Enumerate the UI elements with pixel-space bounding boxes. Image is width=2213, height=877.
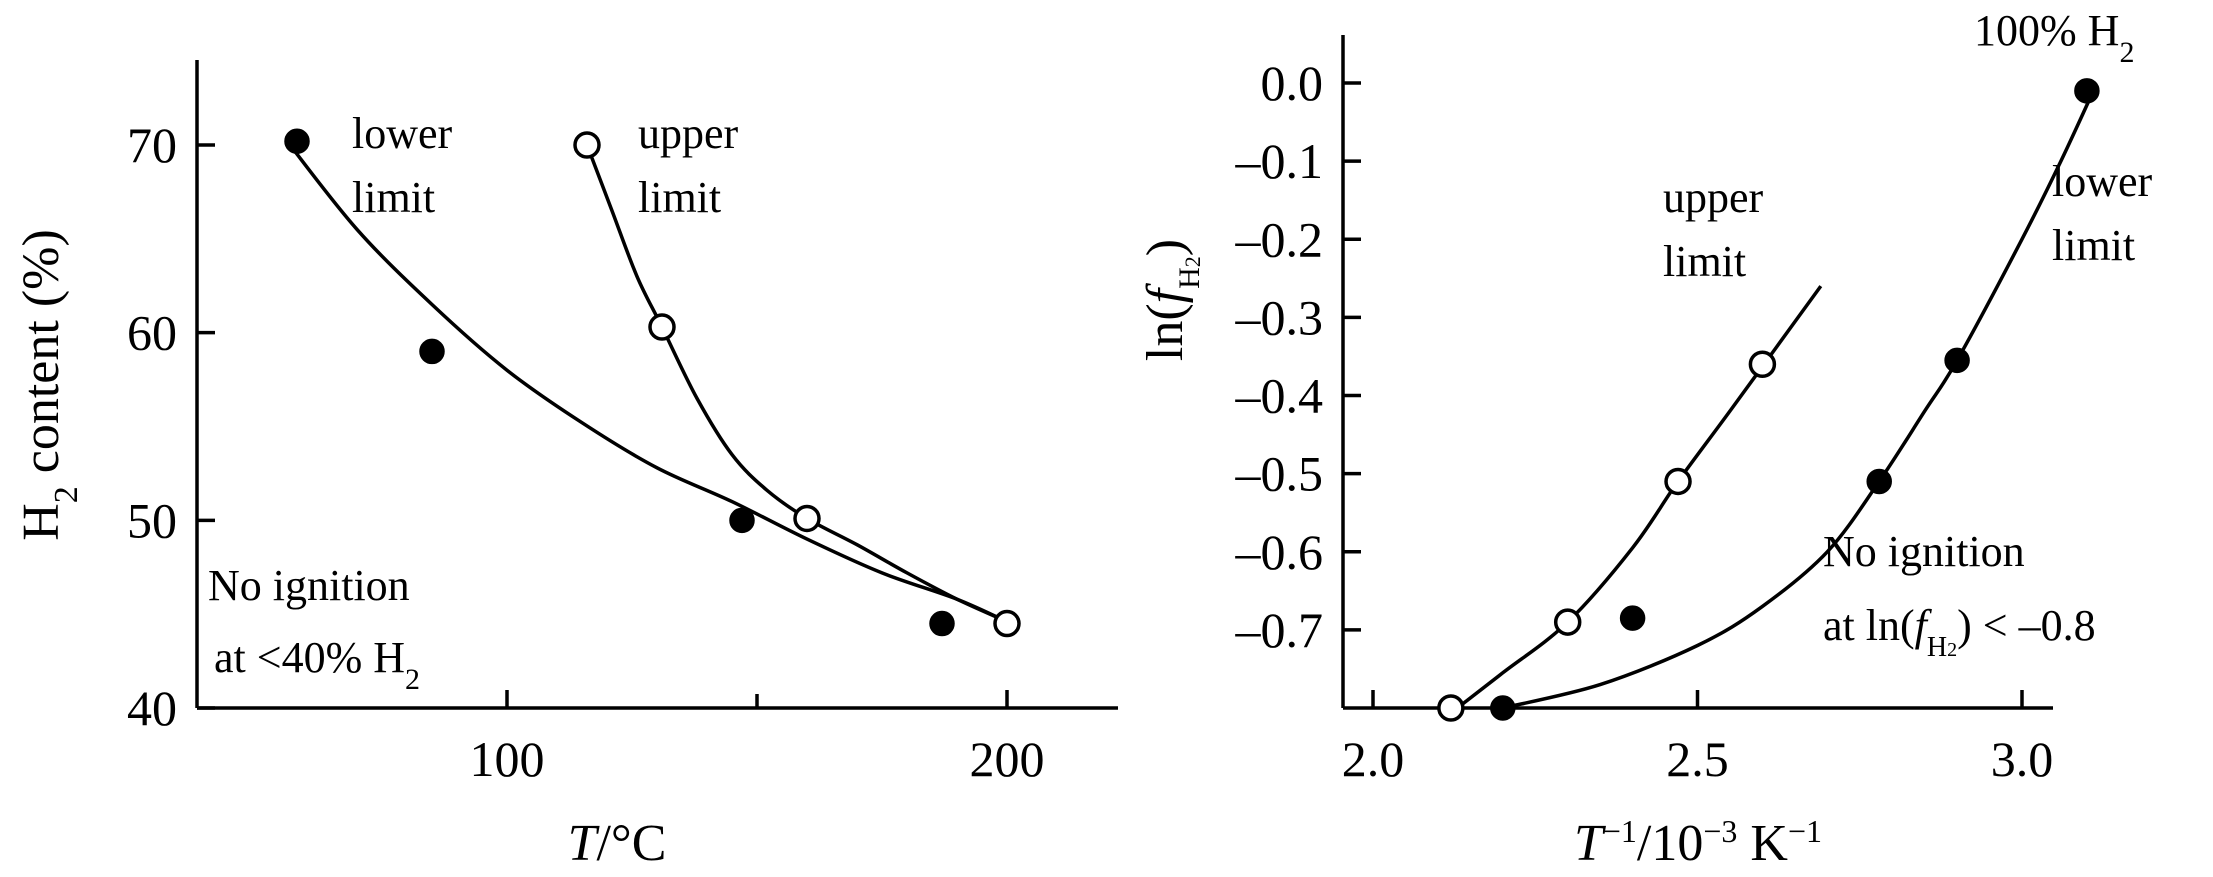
left-lower-limit-point <box>284 128 310 154</box>
right-lower-limit-label-line2: limit <box>2052 221 2135 270</box>
left-ytick-label: 50 <box>127 492 177 548</box>
right-lower-limit-point <box>1944 347 1970 374</box>
right-no-ignition-label-line2: at ln(fH2) < –0.8 <box>1823 601 2096 663</box>
left-x-ticks: 100 200 <box>470 690 1045 787</box>
left-x-axis-label: T/°C <box>568 815 667 872</box>
right-ytick-label: –0.5 <box>1235 446 1324 502</box>
left-upper-limit-point <box>648 313 676 341</box>
right-ytick-label: –0.2 <box>1235 211 1324 267</box>
left-ytick-label: 70 <box>127 117 177 173</box>
right-no-ignition-label-line1: No ignition <box>1823 527 2025 576</box>
left-ytick-label: 60 <box>127 305 177 361</box>
left-lower-limit-point <box>419 338 445 365</box>
left-upper-limit-point <box>573 131 601 159</box>
right-ytick-label: –0.7 <box>1235 602 1324 658</box>
right-x-axis-label: T−1/10−3 K−1 <box>1574 813 1822 872</box>
right-pure-h2-label: 100% H2 <box>1974 6 2134 69</box>
left-upper-limit-label-line2: limit <box>638 173 721 222</box>
left-xtick-label: 100 <box>470 731 545 787</box>
left-upper-limit-point <box>993 609 1021 638</box>
right-y-axis-label: ln(fH2) <box>1137 239 1206 361</box>
left-lower-limit-label-line2: limit <box>352 173 435 222</box>
left-curves <box>285 140 1008 624</box>
right-lower-limit-point <box>1490 695 1516 721</box>
right-lower-limit-point <box>2074 78 2100 104</box>
right-ytick-label: 0.0 <box>1261 55 1324 111</box>
right-ytick-label: –0.3 <box>1235 289 1324 345</box>
left-upper-limit-point <box>793 504 821 533</box>
right-x-ticks: 2.0 2.5 3.0 <box>1342 690 2054 787</box>
left-no-ignition-label-line1: No ignition <box>208 561 410 610</box>
right-ytick-label: –0.1 <box>1235 133 1324 189</box>
right-xtick-label: 3.0 <box>1991 731 2054 787</box>
right-upper-limit-point <box>1437 694 1465 722</box>
right-xtick-label: 2.5 <box>1666 731 1729 787</box>
right-upper-limit-point <box>1664 467 1692 496</box>
right-upper-limit-point <box>1553 608 1582 636</box>
right-ytick-label: –0.4 <box>1235 368 1324 424</box>
right-lower-limit-point <box>1866 468 1892 495</box>
left-xtick-label: 200 <box>970 731 1045 787</box>
left-lower-limit-point <box>929 610 955 637</box>
right-upper-limit-point <box>1748 350 1777 378</box>
right-xtick-label: 2.0 <box>1342 731 1405 787</box>
chart-left-h2-vs-temperature: 40 50 60 70 100 200 H2 content (%) T/°C lowe… <box>13 60 1118 872</box>
left-y-axis-label: H2 content (%) <box>13 229 85 541</box>
left-lower-limit-point <box>729 507 755 534</box>
right-y-ticks: 0.0 –0.1 –0.2 –0.3 –0.4 –0.5 –0.6 –0.7 <box>1235 55 1361 658</box>
right-lower-limit-label-line1: lower <box>2052 157 2153 206</box>
right-upper-limit-label-line2: limit <box>1663 237 1746 286</box>
left-ytick-label: 40 <box>127 680 177 736</box>
right-upper-limit-label-line1: upper <box>1663 173 1764 222</box>
left-upper-limit-label-line1: upper <box>638 109 739 158</box>
left-plot-area: 40 50 60 70 100 200 <box>127 60 1118 787</box>
left-data-points <box>284 128 1021 638</box>
right-data-points <box>1437 78 2100 722</box>
right-upper-limit-curve <box>1456 285 1823 710</box>
left-no-ignition-label-line2: at <40% H2 <box>214 633 420 696</box>
left-lower-limit-curve <box>285 140 1008 624</box>
right-ytick-label: –0.6 <box>1235 524 1324 580</box>
left-upper-limit-curve <box>585 144 1008 624</box>
left-lower-limit-label-line1: lower <box>352 109 453 158</box>
chart-right-lnf-vs-inverse-temperature: 0.0 –0.1 –0.2 –0.3 –0.4 –0.5 –0.6 –0.7 2.0 2.5 3.… <box>1137 6 2153 872</box>
left-y-ticks: 40 50 60 70 <box>127 117 215 736</box>
right-lower-limit-point <box>1619 605 1646 631</box>
